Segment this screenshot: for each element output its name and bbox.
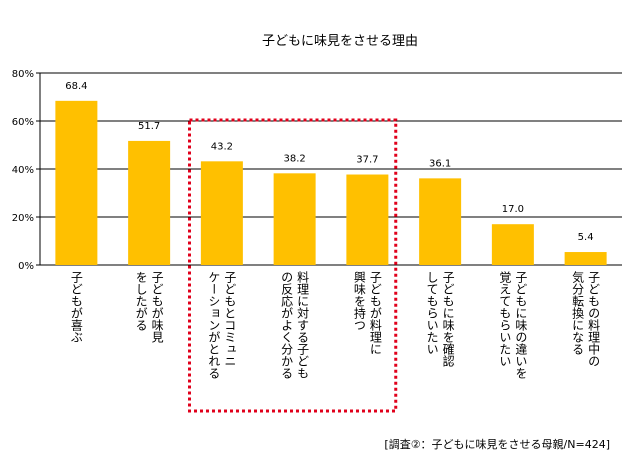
survey-note: [調査②：子どもに味見をさせる母親/N=424]	[384, 438, 610, 451]
value-label: 38.2	[283, 153, 305, 164]
category-label-line: 覚えてもらいたい	[498, 271, 512, 367]
value-label: 17.0	[502, 204, 524, 215]
category-label-line: してもらいたい	[425, 271, 439, 355]
bar	[55, 100, 98, 265]
category-label-line: 子どもに味を確認	[441, 271, 455, 367]
bar	[346, 174, 389, 265]
grid-lines	[40, 72, 622, 266]
bars	[55, 100, 607, 265]
y-tick-label: 20%	[12, 213, 34, 224]
bar	[128, 140, 171, 265]
value-label: 68.4	[65, 81, 87, 92]
y-tick-label: 0%	[18, 261, 34, 272]
category-label-line: ケーションがとれる	[207, 271, 221, 379]
value-label: 51.7	[138, 121, 160, 132]
y-axis: 0% 20% 40% 60% 80%	[12, 69, 41, 272]
category-label-line: 子どもの料理中の	[587, 271, 601, 367]
category-label: 子どもが喜ぶ	[69, 271, 83, 343]
value-label: 36.1	[429, 158, 451, 169]
highlight-box	[188, 118, 398, 413]
chart-title: 子どもに味見をさせる理由	[262, 34, 418, 49]
category-label-line: 子どもに味の違いを	[514, 271, 528, 379]
category-label-line: 子どもとコミュニ	[223, 271, 237, 367]
category-label-line: 気分転換になる	[571, 270, 585, 355]
bar	[564, 252, 607, 265]
y-tick-label: 40%	[12, 165, 34, 176]
bar	[419, 178, 462, 265]
value-label: 37.7	[356, 155, 378, 166]
category-label-line: をしたがる	[134, 271, 148, 331]
bar	[200, 161, 243, 265]
bar	[273, 173, 316, 265]
category-label-line: 料理に対する子ども	[296, 271, 310, 379]
category-label-line: 子どもが味見	[150, 271, 164, 343]
category-label-line: 子どもが喜ぶ	[69, 271, 83, 343]
value-labels: 68.4 51.7 43.2 38.2 37.7 36.1 17.0 5.4	[65, 81, 593, 243]
value-label: 43.2	[211, 141, 233, 152]
bar	[491, 224, 534, 265]
category-label-line: 興味を持つ	[352, 271, 366, 331]
category-label-line: の反応がよく分かる	[280, 271, 294, 379]
y-tick-label: 60%	[12, 117, 34, 128]
value-label: 5.4	[578, 232, 594, 243]
category-label-line: 子どもが料理に	[368, 271, 382, 355]
y-tick-label: 80%	[12, 69, 34, 80]
